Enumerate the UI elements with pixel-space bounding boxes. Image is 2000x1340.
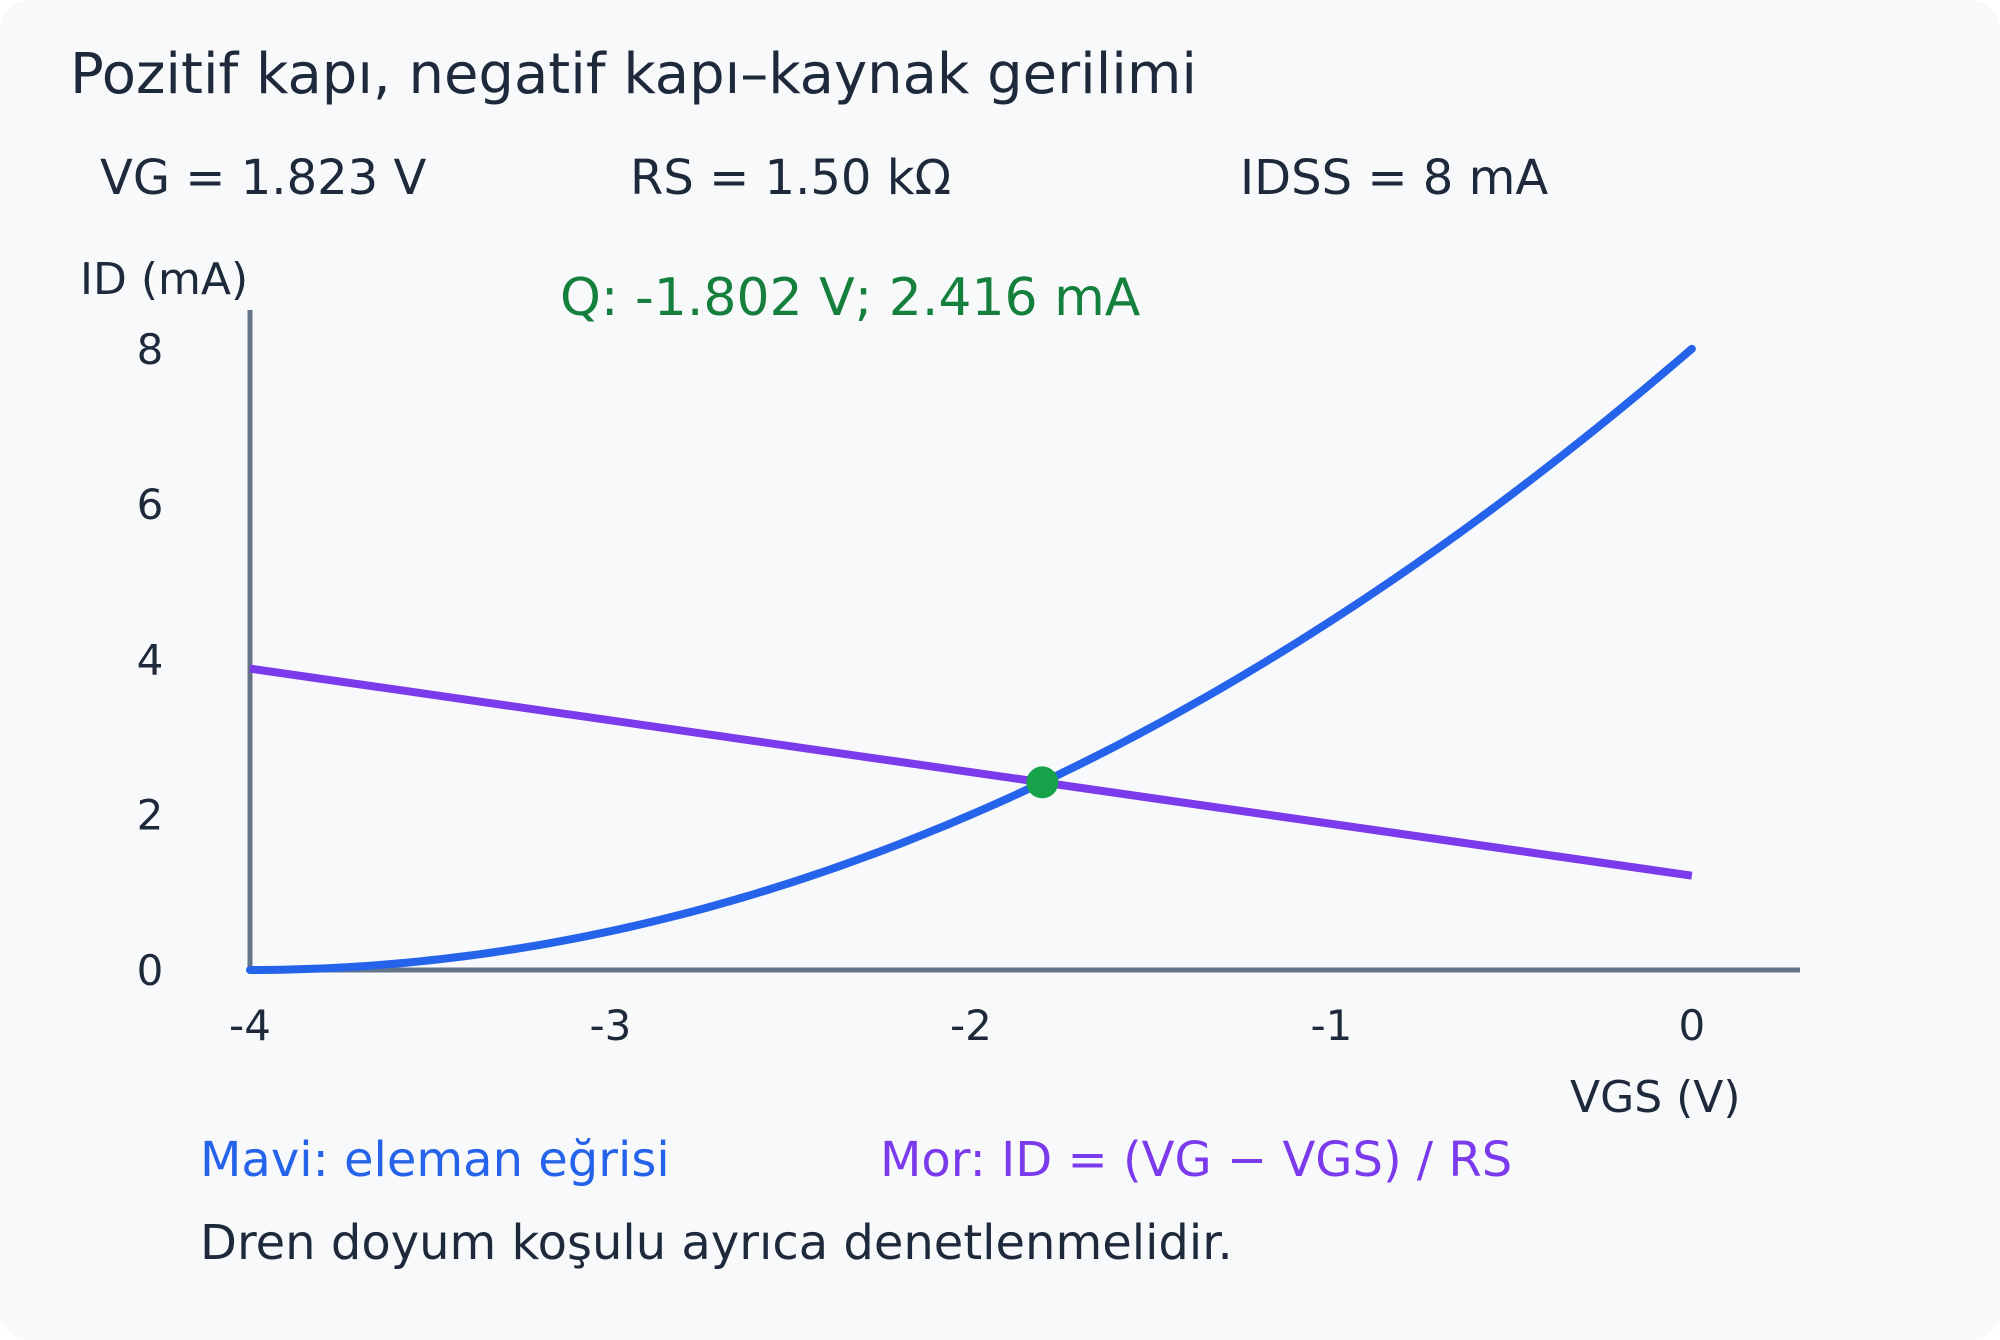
footnote: Dren doyum koşulu ayrıca denetlenmelidir…	[200, 1215, 1233, 1271]
y-tick-label: 6	[137, 480, 164, 529]
x-tick-label: -4	[229, 1001, 271, 1050]
q-point-label: Q: -1.802 V; 2.416 mA	[560, 268, 1141, 328]
x-tick-label: -3	[590, 1001, 632, 1050]
plot-area: 0 2 4 6 8 -4 -3 -2 -1 0	[137, 310, 1800, 1050]
x-tick-label: -1	[1310, 1001, 1352, 1050]
load-line	[249, 664, 1693, 880]
device-curve-line	[246, 344, 1696, 974]
param-idss: IDSS = 8 mA	[1240, 150, 1548, 206]
legend-device-curve: Mavi: eleman eğrisi	[200, 1132, 670, 1188]
y-tick-label: 8	[137, 325, 164, 374]
x-tick-label: 0	[1678, 1001, 1705, 1050]
param-vg: VG = 1.823 V	[100, 150, 426, 206]
y-tick-label: 4	[137, 635, 164, 684]
y-tick-label: 2	[137, 791, 164, 840]
y-tick-label: 0	[137, 946, 164, 995]
legend-load-line: Mor: ID = (VG − VGS) / RS	[880, 1132, 1512, 1188]
param-rs: RS = 1.50 kΩ	[630, 150, 951, 206]
page-title: Pozitif kapı, negatif kapı–kaynak gerili…	[70, 42, 1197, 107]
q-point-marker	[1026, 766, 1059, 799]
x-tick-label: -2	[950, 1001, 992, 1050]
x-axis-label: VGS (V)	[1570, 1072, 1741, 1123]
y-axis-label: ID (mA)	[80, 254, 248, 305]
